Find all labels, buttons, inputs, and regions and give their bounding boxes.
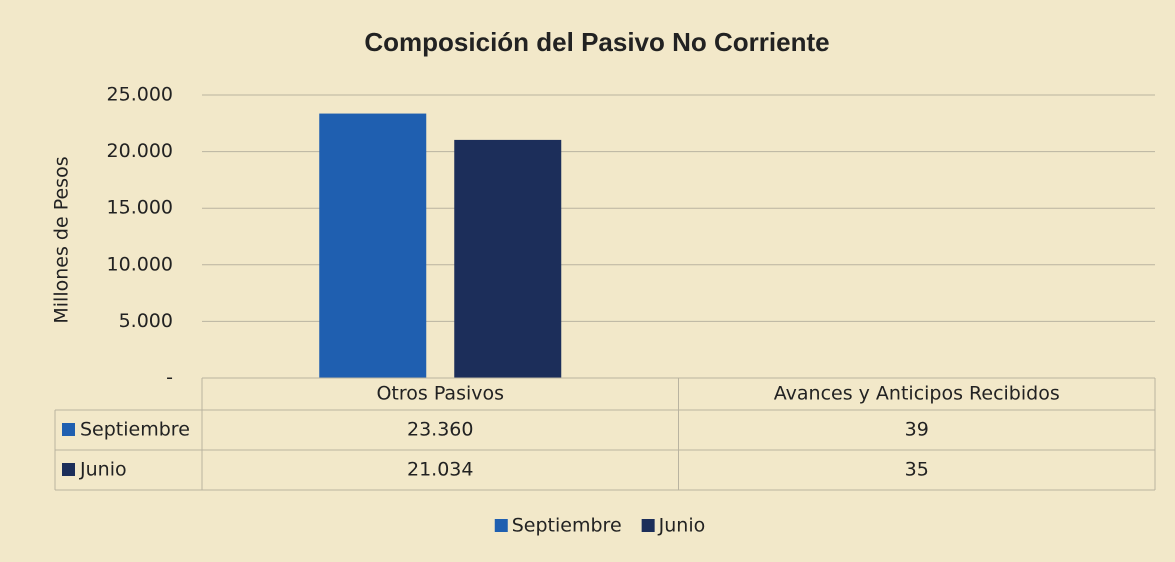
table-legend-key	[62, 463, 75, 476]
bar	[454, 139, 562, 378]
legend: Septiembre Junio	[494, 515, 706, 537]
y-tick-label: 25.000	[107, 84, 173, 106]
y-tick-label: 10.000	[107, 253, 173, 275]
table-value: 39	[905, 419, 929, 441]
legend-key	[494, 519, 508, 532]
y-tick-label: 15.000	[107, 197, 173, 219]
table-legend-key	[62, 423, 75, 436]
table-value: 35	[905, 459, 929, 481]
table-value: 21.034	[407, 459, 473, 481]
x-tick-label: Otros Pasivos	[376, 383, 504, 405]
y-tick-label: -	[166, 367, 173, 389]
x-tick-label: Avances y Anticipos Recibidos	[774, 383, 1060, 405]
y-axis-label: Millones de Pesos	[51, 156, 73, 323]
bar	[319, 113, 427, 379]
legend-label: Junio	[658, 515, 706, 537]
chart-title: Composición del Pasivo No Corriente	[364, 27, 829, 57]
table-series-name: Septiembre	[80, 419, 190, 441]
table-value: 23.360	[407, 419, 473, 441]
table-series-name: Junio	[79, 459, 127, 481]
y-tick-label: 5.000	[119, 310, 173, 332]
legend-label: Septiembre	[512, 515, 622, 537]
y-tick-label: 20.000	[107, 140, 173, 162]
legend-key	[641, 519, 655, 532]
